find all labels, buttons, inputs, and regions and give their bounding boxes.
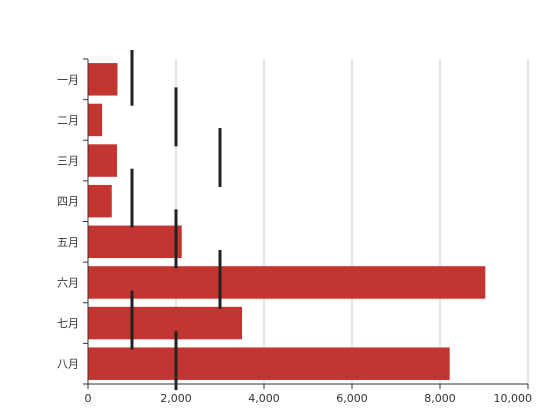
bar-3[interactable] xyxy=(88,144,118,177)
y-tick-label: 五月 xyxy=(57,236,79,249)
y-tick-label: 一月 xyxy=(57,73,79,86)
x-tick-label: 6,000 xyxy=(336,392,368,405)
x-tick-label: 8,000 xyxy=(424,392,456,405)
bar-6[interactable] xyxy=(88,266,486,299)
bars xyxy=(88,63,486,380)
y-tick-label: 七月 xyxy=(57,317,79,330)
target-markers xyxy=(130,50,222,391)
x-tick-label: 10,000 xyxy=(494,392,533,405)
x-tick-label: 0 xyxy=(85,392,92,405)
y-tick-label: 四月 xyxy=(57,195,79,208)
x-tick-label: 4,000 xyxy=(248,392,280,405)
y-tick-label: 八月 xyxy=(57,358,79,371)
y-tick-label: 二月 xyxy=(57,114,79,127)
y-tick-label: 六月 xyxy=(57,276,79,289)
y-tick-label: 三月 xyxy=(57,155,79,168)
bar-1[interactable] xyxy=(88,63,118,96)
bar-7[interactable] xyxy=(88,306,242,340)
axes xyxy=(83,58,529,389)
x-tick-label: 2,000 xyxy=(160,392,192,405)
bar-2[interactable] xyxy=(88,103,103,137)
bar-8[interactable] xyxy=(88,347,450,380)
bar-5[interactable] xyxy=(88,225,182,259)
bar-4[interactable] xyxy=(88,184,112,218)
